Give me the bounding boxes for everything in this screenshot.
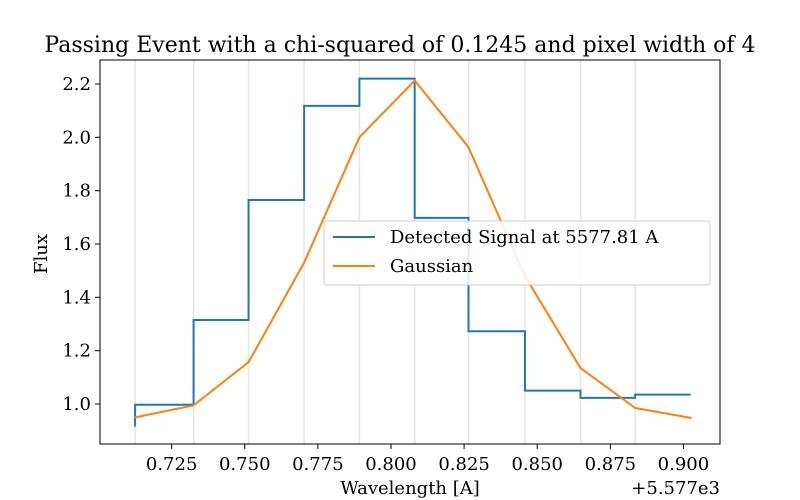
gaussian-point — [247, 361, 250, 364]
gaussian-point — [134, 416, 137, 419]
series-detected-signal-line — [134, 77, 691, 427]
gaussian-point — [579, 367, 582, 369]
y-tick-label: 1.6 — [62, 234, 91, 255]
y-tick-label: 1.8 — [62, 181, 91, 202]
gaussian-point — [303, 261, 306, 264]
x-tick-label: 0.825 — [438, 454, 490, 475]
y-tick-label: 2.0 — [62, 127, 91, 148]
legend: Detected Signal at 5577.81 A Gaussian — [323, 220, 711, 286]
legend-box — [323, 220, 711, 286]
gaussian-point — [467, 146, 470, 149]
x-tick-label: 0.900 — [658, 454, 710, 475]
x-axis-offset-label: +5.577e3 — [631, 478, 720, 499]
x-tick-label: 0.725 — [146, 454, 198, 475]
legend-label-gaussian: Gaussian — [390, 256, 474, 277]
x-tick-label: 0.875 — [585, 454, 637, 475]
plot-series — [134, 77, 692, 427]
gaussian-point — [689, 416, 692, 419]
chart-title: Passing Event with a chi-squared of 0.12… — [44, 33, 755, 58]
y-tick-label: 1.0 — [62, 394, 91, 415]
x-tick-label: 0.850 — [511, 454, 563, 475]
plot-frame — [99, 59, 721, 445]
y-tick-label: 1.2 — [62, 341, 91, 362]
gaussian-point — [358, 136, 361, 139]
x-axis-label: Wavelength [A] — [340, 478, 480, 499]
gaussian-point — [634, 407, 637, 409]
y-axis-label: Flux — [31, 234, 52, 274]
y-tick-label: 2.2 — [62, 74, 91, 95]
gaussian-point — [413, 79, 416, 82]
legend-label-detected-signal: Detected Signal at 5577.81 A — [390, 227, 659, 248]
x-tick-label: 0.775 — [292, 454, 344, 475]
y-axis-ticks: 1.0 1.2 1.4 1.6 1.8 2.0 2.2 — [62, 74, 100, 415]
x-tick-label: 0.800 — [365, 454, 417, 475]
gaussian-point — [192, 404, 195, 407]
x-tick-label: 0.750 — [219, 454, 271, 475]
y-tick-label: 1.4 — [62, 287, 91, 308]
x-axis-ticks: 0.725 0.750 0.775 0.800 0.825 0.850 0.875 0.900 — [146, 444, 709, 475]
